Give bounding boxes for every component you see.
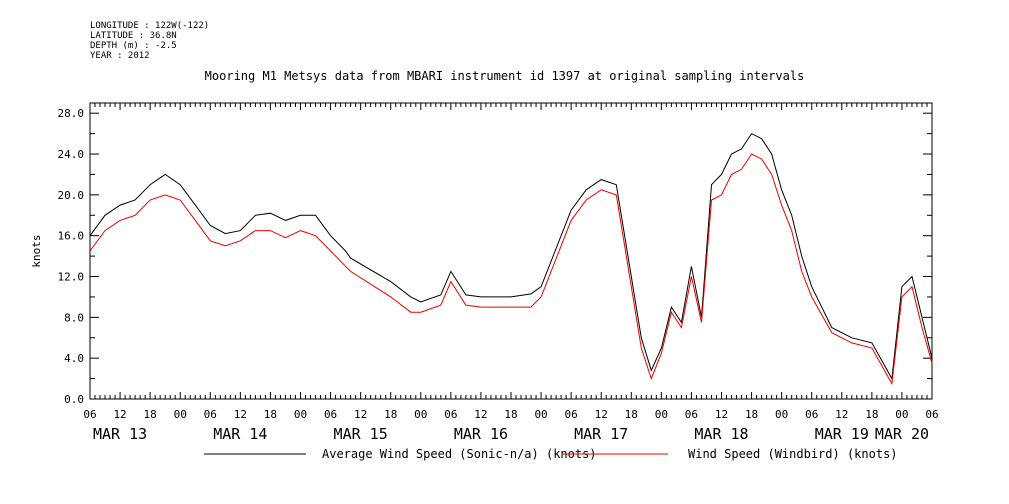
y-tick-label: 20.0	[58, 189, 85, 202]
series-line-0	[89, 132, 933, 381]
x-tick-label: 00	[655, 408, 668, 421]
series-group	[89, 132, 933, 386]
series-line-1	[89, 153, 933, 386]
x-tick-label: 06	[685, 408, 698, 421]
x-tick-label: 12	[113, 408, 126, 421]
x-day-label: MAR 19	[815, 425, 869, 443]
x-tick-label: 12	[835, 408, 848, 421]
x-tick-label: 06	[204, 408, 217, 421]
x-tick-label: 18	[264, 408, 277, 421]
x-tick-label: 12	[715, 408, 728, 421]
axis-ticks: 0.0 4.0 8.0 12.0 16.0 20.0 24.0 28.0 06 12 18 00 06 1…	[58, 103, 939, 443]
x-day-label: MAR 13	[93, 425, 147, 443]
x-tick-label: 00	[775, 408, 788, 421]
x-day-label: MAR 14	[213, 425, 267, 443]
x-tick-label: 18	[384, 408, 397, 421]
y-tick-label: 4.0	[64, 352, 84, 365]
x-day-label: MAR 20	[875, 425, 929, 443]
y-tick-label: 8.0	[64, 311, 84, 324]
longitude-label: LONGITUDE : 122W(-122)	[90, 21, 210, 31]
plot-frame	[89, 102, 933, 400]
x-tick-label: 00	[414, 408, 427, 421]
depth-label: DEPTH (m) : -2.5	[90, 41, 177, 51]
y-axis-label: knots	[30, 234, 43, 267]
x-tick-label: 06	[565, 408, 578, 421]
x-tick-label: 18	[504, 408, 517, 421]
x-tick-label: 06	[324, 408, 337, 421]
x-tick-label: 00	[294, 408, 307, 421]
x-tick-label: 12	[234, 408, 247, 421]
x-tick-label: 00	[895, 408, 908, 421]
x-tick-label: 06	[805, 408, 818, 421]
metadata-block: LONGITUDE : 122W(-122) LATITUDE : 36.8N …	[90, 21, 209, 61]
legend: Average Wind Speed (Sonic-n/a) (knots) W…	[204, 447, 898, 461]
x-tick-label: 12	[595, 408, 608, 421]
x-day-label: MAR 18	[694, 425, 748, 443]
x-tick-label: 06	[444, 408, 457, 421]
x-tick-label: 00	[534, 408, 547, 421]
latitude-label: LATITUDE : 36.8N	[90, 31, 177, 41]
x-tick-label: 12	[474, 408, 487, 421]
x-tick-label: 12	[354, 408, 367, 421]
legend-label-windbird: Wind Speed (Windbird) (knots)	[688, 447, 898, 461]
legend-label-sonic: Average Wind Speed (Sonic-n/a) (knots)	[322, 447, 597, 461]
y-tick-label: 24.0	[58, 148, 85, 161]
x-tick-label: 06	[83, 408, 96, 421]
x-tick-label: 18	[625, 408, 638, 421]
x-tick-label: 18	[144, 408, 157, 421]
x-tick-label: 18	[865, 408, 878, 421]
y-tick-label: 16.0	[58, 230, 85, 243]
x-day-label: MAR 16	[454, 425, 508, 443]
x-day-label: MAR 15	[334, 425, 388, 443]
x-day-label: MAR 17	[574, 425, 628, 443]
y-tick-label: 28.0	[58, 107, 85, 120]
chart-title: Mooring M1 Metsys data from MBARI instru…	[204, 69, 805, 83]
y-tick-label: 12.0	[58, 271, 85, 284]
x-tick-label: 00	[174, 408, 187, 421]
x-tick-label: 18	[745, 408, 758, 421]
year-label: YEAR : 2012	[90, 51, 150, 61]
y-tick-label: 0.0	[64, 393, 84, 406]
x-tick-label: 06	[925, 408, 938, 421]
